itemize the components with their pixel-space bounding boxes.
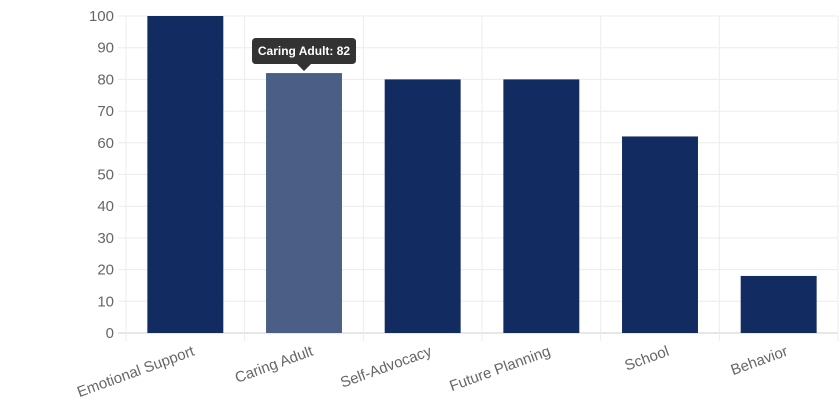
tooltip: Caring Adult: 82 [252,38,356,72]
y-tick-label: 30 [97,230,114,247]
tooltip-box [252,38,356,72]
bars [147,16,817,334]
bar[interactable] [740,275,817,333]
x-tick-label: Behavior [729,343,790,379]
y-tick-label: 100 [89,8,114,25]
y-tick-label: 80 [97,71,114,88]
x-tick-label: School [622,343,671,375]
x-tick-label: Self-Advocacy [338,343,434,392]
x-tick-label: Caring Adult [233,343,316,387]
y-tick-label: 50 [97,167,114,184]
tooltip-text: Caring Adult: 82 [258,44,351,58]
x-tick-label: Emotional Support [75,342,198,400]
y-tick-label: 70 [97,103,114,120]
x-tick-label: Future Planning [447,343,552,395]
y-tick-label: 90 [97,40,114,57]
y-tick-label: 40 [97,198,114,215]
bar[interactable] [503,79,580,334]
y-tick-label: 10 [97,293,114,310]
y-tick-label: 20 [97,262,114,279]
y-tick-label: 0 [106,325,114,342]
x-axis: Emotional Support Caring Adult Self-Advoca… [75,342,790,400]
bar[interactable] [266,73,342,333]
y-tick-label: 60 [97,135,114,152]
y-axis: 0 10 20 30 40 50 60 70 80 90 100 [89,8,114,342]
grid-layer [118,15,839,341]
bar[interactable] [622,136,698,333]
bar[interactable] [384,79,461,334]
bar[interactable] [147,16,224,333]
